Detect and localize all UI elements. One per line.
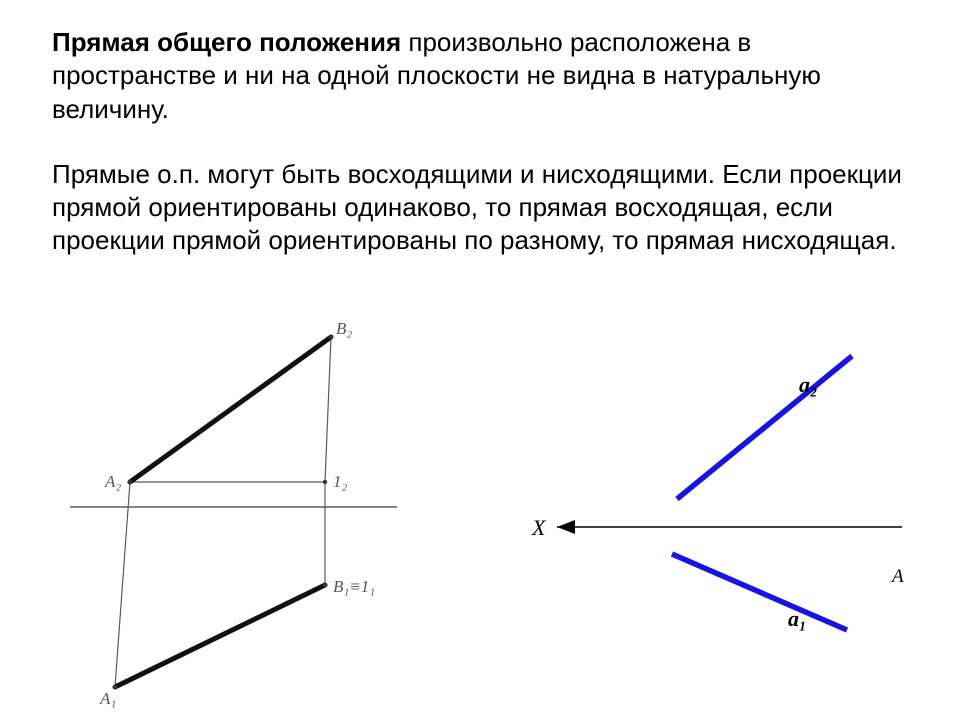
diagram-label: A₁ bbox=[99, 689, 116, 708]
projection-line bbox=[672, 554, 847, 630]
diagram-right: a₂ a₁ X A bbox=[502, 332, 922, 672]
diagram-label: A bbox=[890, 566, 904, 587]
arrowhead-icon bbox=[557, 520, 575, 534]
diagram-label: a₂ bbox=[799, 372, 818, 397]
construction-line bbox=[115, 482, 130, 687]
diagram-label: a₁ bbox=[788, 606, 807, 631]
projection-line bbox=[677, 356, 852, 499]
body-text: Прямая общего положения произвольно расп… bbox=[52, 26, 912, 258]
p1-bold: Прямая общего положения bbox=[52, 27, 401, 57]
point-dot bbox=[128, 480, 132, 484]
paragraph-1: Прямая общего положения произвольно расп… bbox=[52, 26, 912, 126]
projection-line bbox=[130, 337, 331, 482]
page-root: Прямая общего положения произвольно расп… bbox=[0, 0, 960, 720]
construction-line bbox=[325, 337, 331, 482]
diagram-label: B₁≡1₁ bbox=[333, 577, 375, 596]
point-dot bbox=[329, 335, 333, 339]
diagram-label: 1₂ bbox=[333, 472, 348, 491]
diagrams-area: B₂ A₂ 1₂ B₁≡1₁ A₁ a₂ a₁ X A bbox=[52, 312, 922, 707]
point-dot bbox=[323, 480, 327, 484]
diagram-label: X bbox=[531, 515, 547, 540]
diagram-label: B₂ bbox=[336, 319, 352, 338]
projection-line bbox=[115, 585, 325, 687]
diagram-left: B₂ A₂ 1₂ B₁≡1₁ A₁ bbox=[52, 312, 422, 712]
diagram-label: A₂ bbox=[104, 472, 121, 491]
paragraph-2: Прямые о.п. могут быть восходящими и нис… bbox=[52, 158, 912, 258]
point-dot bbox=[323, 583, 327, 587]
